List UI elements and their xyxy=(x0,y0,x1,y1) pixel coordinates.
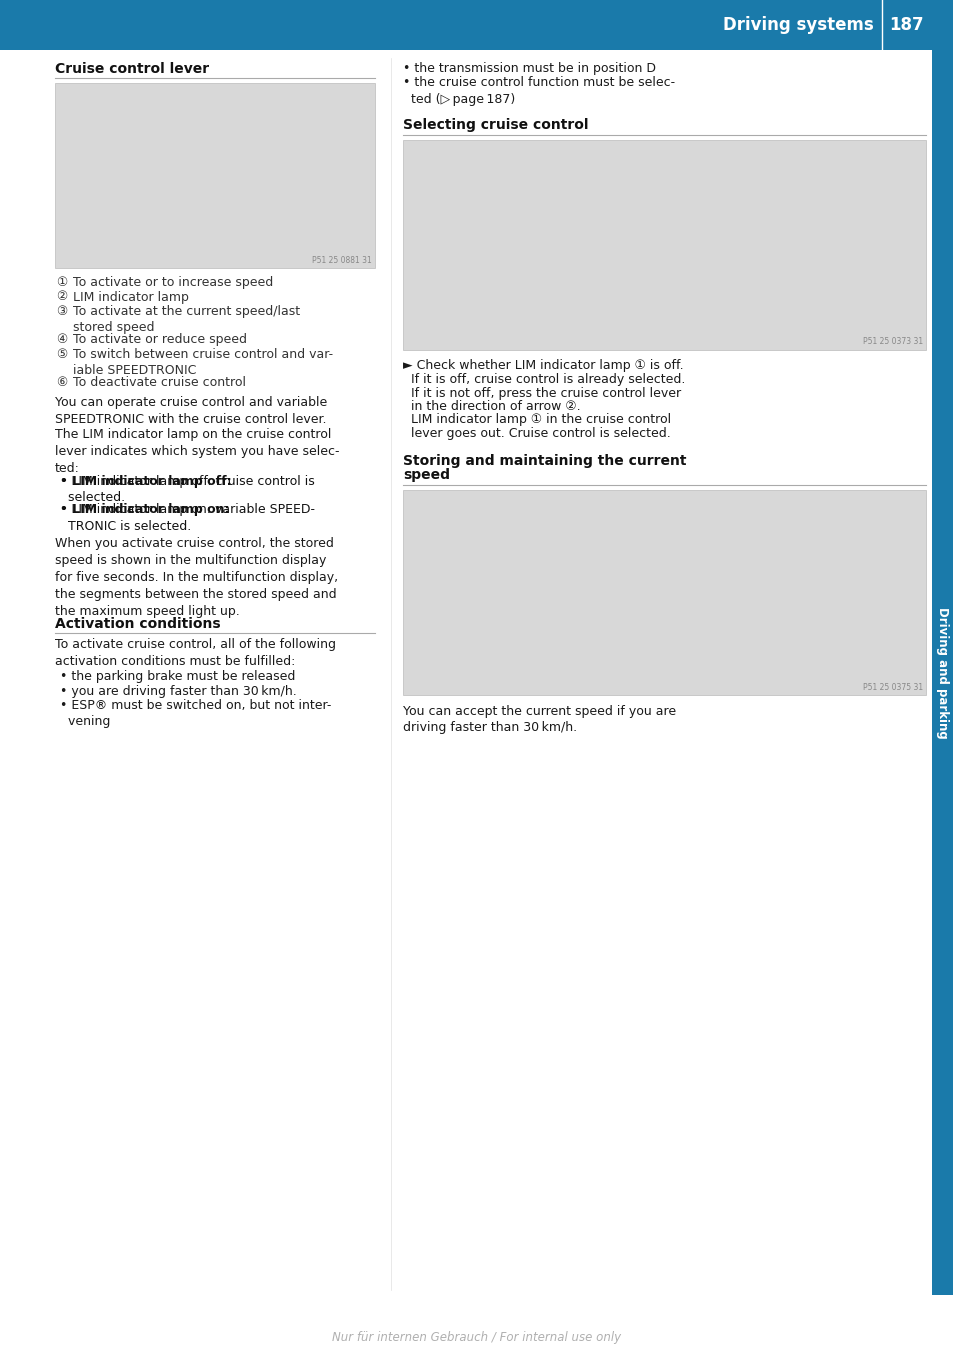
Text: ①: ① xyxy=(56,276,67,288)
Text: Driving and parking: Driving and parking xyxy=(936,607,948,738)
Text: ⑥: ⑥ xyxy=(56,375,67,389)
Text: • the parking brake must be released: • the parking brake must be released xyxy=(60,670,295,682)
Text: ④: ④ xyxy=(56,333,67,347)
Bar xyxy=(0,0,953,50)
Text: P51 25 0373 31: P51 25 0373 31 xyxy=(862,337,923,347)
Text: ► Check whether LIM indicator lamp ① is off.: ► Check whether LIM indicator lamp ① is … xyxy=(402,360,683,372)
Text: • the transmission must be in position D: • the transmission must be in position D xyxy=(402,62,656,74)
Text: Storing and maintaining the current: Storing and maintaining the current xyxy=(402,455,686,468)
Bar xyxy=(931,50,953,1294)
Text: P51 25 0881 31: P51 25 0881 31 xyxy=(312,256,372,265)
Text: The LIM indicator lamp on the cruise control
lever indicates which system you ha: The LIM indicator lamp on the cruise con… xyxy=(55,428,339,475)
Text: You can accept the current speed if you are
driving faster than 30 km/h.: You can accept the current speed if you … xyxy=(402,704,676,734)
Bar xyxy=(55,83,375,268)
Text: To activate or to increase speed: To activate or to increase speed xyxy=(73,276,273,288)
Text: To activate or reduce speed: To activate or reduce speed xyxy=(73,333,247,347)
Text: P51 25 0375 31: P51 25 0375 31 xyxy=(862,682,923,692)
Text: To activate at the current speed/last
stored speed: To activate at the current speed/last st… xyxy=(73,305,300,334)
Text: • the cruise control function must be selec-
  ted (▷ page 187): • the cruise control function must be se… xyxy=(402,76,675,106)
Text: • LIM indicator lamp on:: • LIM indicator lamp on: xyxy=(60,504,230,516)
Text: Cruise control lever: Cruise control lever xyxy=(55,62,209,76)
Text: Driving systems: Driving systems xyxy=(722,16,873,34)
Text: • ESP® must be switched on, but not inter-
  vening: • ESP® must be switched on, but not inte… xyxy=(60,699,331,728)
Text: Nur für internen Gebrauch / For internal use only: Nur für internen Gebrauch / For internal… xyxy=(332,1331,621,1345)
Text: in the direction of arrow ②.: in the direction of arrow ②. xyxy=(402,399,580,413)
Text: • LIM indicator lamp off: cruise control is
  selected.: • LIM indicator lamp off: cruise control… xyxy=(60,474,314,504)
Text: ③: ③ xyxy=(56,305,67,318)
Text: speed: speed xyxy=(402,468,450,482)
Bar xyxy=(402,490,925,695)
Text: • LIM indicator lamp off:: • LIM indicator lamp off: xyxy=(60,474,232,487)
Text: ⑤: ⑤ xyxy=(56,348,67,360)
Text: • LIM indicator lamp on: variable SPEED-
  TRONIC is selected.: • LIM indicator lamp on: variable SPEED-… xyxy=(60,504,314,533)
Text: Selecting cruise control: Selecting cruise control xyxy=(402,119,588,133)
Text: LIM indicator lamp: LIM indicator lamp xyxy=(73,291,189,303)
Text: Activation conditions: Activation conditions xyxy=(55,617,220,631)
Text: To switch between cruise control and var-
iable SPEEDTRONIC: To switch between cruise control and var… xyxy=(73,348,333,376)
Text: ②: ② xyxy=(56,291,67,303)
Text: To activate cruise control, all of the following
activation conditions must be f: To activate cruise control, all of the f… xyxy=(55,638,335,668)
Bar xyxy=(402,139,925,349)
Text: 187: 187 xyxy=(888,16,923,34)
Text: To deactivate cruise control: To deactivate cruise control xyxy=(73,375,246,389)
Text: LIM indicator lamp ① in the cruise control: LIM indicator lamp ① in the cruise contr… xyxy=(402,413,670,427)
Text: lever goes out. Cruise control is selected.: lever goes out. Cruise control is select… xyxy=(402,427,670,440)
Text: • you are driving faster than 30 km/h.: • you are driving faster than 30 km/h. xyxy=(60,685,296,697)
Text: If it is off, cruise control is already selected.: If it is off, cruise control is already … xyxy=(402,372,684,386)
Text: When you activate cruise control, the stored
speed is shown in the multifunction: When you activate cruise control, the st… xyxy=(55,538,337,617)
Text: If it is not off, press the cruise control lever: If it is not off, press the cruise contr… xyxy=(402,386,680,399)
Text: You can operate cruise control and variable
SPEEDTRONIC with the cruise control : You can operate cruise control and varia… xyxy=(55,395,327,425)
